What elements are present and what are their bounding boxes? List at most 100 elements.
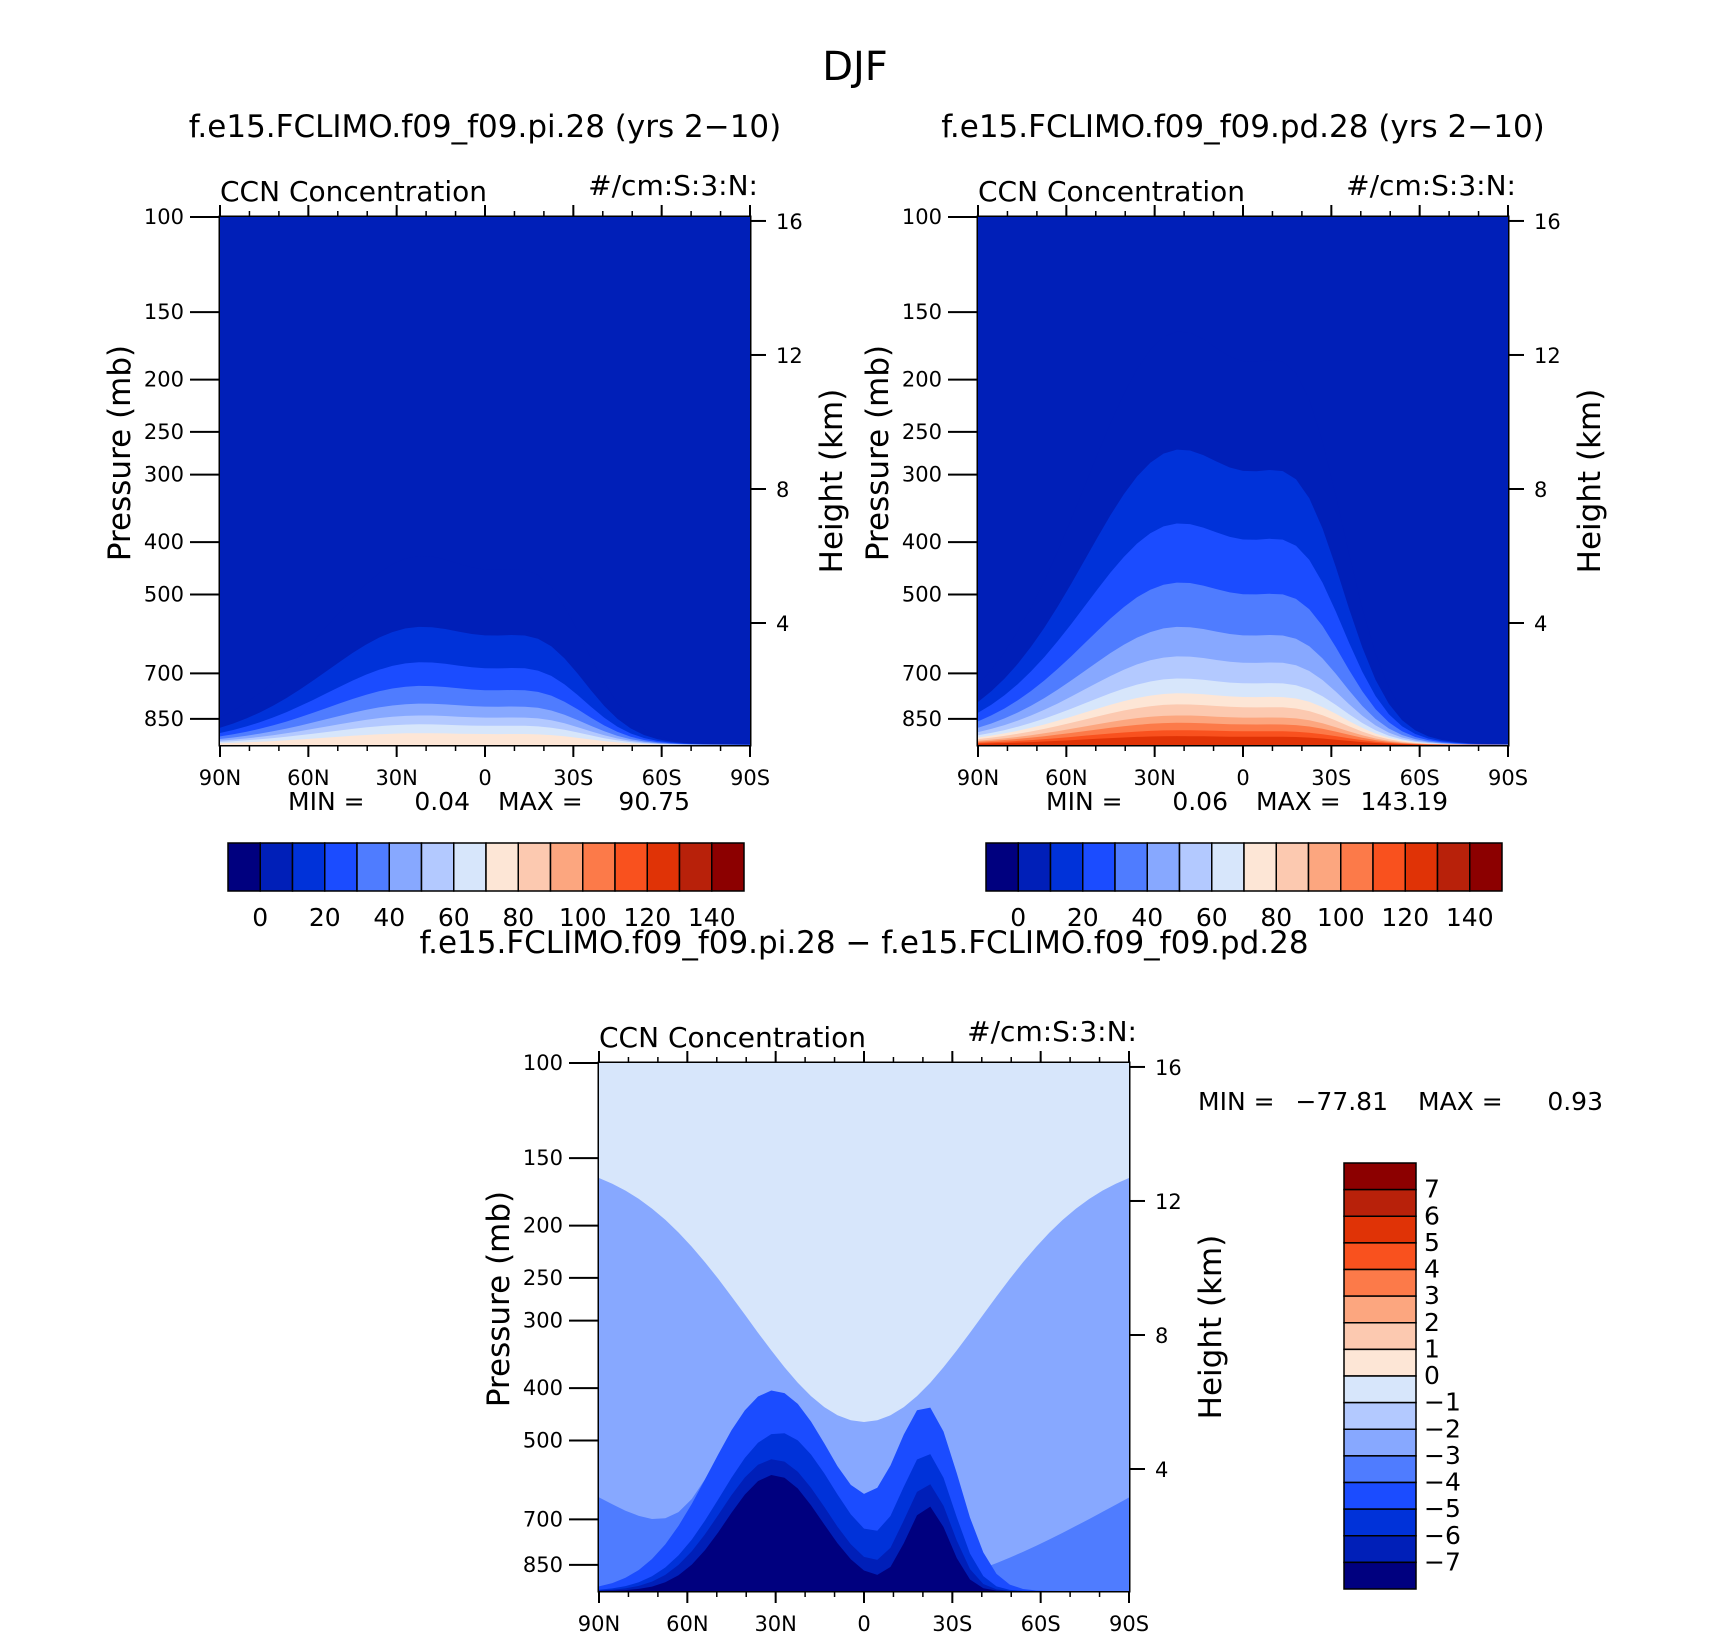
max-label: MAX = xyxy=(1418,1087,1503,1116)
colorbar-box xyxy=(1307,842,1342,892)
colorbar-box xyxy=(1114,842,1148,892)
x-tick-label: 90N xyxy=(199,766,241,790)
colorbar-label: 40 xyxy=(1131,903,1163,932)
panel-title: f.e15.FCLIMO.f09_f09.pi.28 (yrs 2−10) xyxy=(189,109,781,145)
colorbar-label: −1 xyxy=(1424,1388,1461,1417)
x-tick-label: 60S xyxy=(1021,1612,1061,1636)
colorbar-label: 60 xyxy=(1196,903,1228,932)
variable-label: CCN Concentration xyxy=(220,175,487,208)
y-right-tick-label: 4 xyxy=(776,612,789,636)
colorbar-box xyxy=(1343,1481,1417,1510)
colorbar-label: −5 xyxy=(1424,1494,1461,1523)
y-tick-label: 700 xyxy=(902,661,942,685)
colorbar-box xyxy=(1343,1242,1417,1271)
y-right-tick-label: 4 xyxy=(1534,612,1547,636)
colorbar-box xyxy=(1343,1215,1417,1244)
colorbar-box xyxy=(1343,1375,1417,1404)
min-value: 0.04 xyxy=(414,787,470,816)
y-tick-label: 150 xyxy=(144,300,184,324)
x-tick-label: 30S xyxy=(1311,766,1351,790)
x-tick-label: 60S xyxy=(642,766,682,790)
panel-title: f.e15.FCLIMO.f09_f09.pi.28 − f.e15.FCLIM… xyxy=(419,925,1308,961)
colorbar-box xyxy=(614,842,648,892)
colorbar-label: 100 xyxy=(1317,903,1365,932)
colorbar-box xyxy=(1211,842,1245,892)
y-tick-label: 700 xyxy=(523,1507,563,1531)
colorbar-box xyxy=(420,842,455,892)
colorbar-label: 1 xyxy=(1424,1334,1440,1363)
y-tick-label: 100 xyxy=(144,205,184,229)
colorbar-box xyxy=(1146,842,1181,892)
colorbar-box xyxy=(517,842,552,892)
colorbar-label: 0 xyxy=(1424,1361,1440,1390)
x-tick-label: 60N xyxy=(1045,766,1087,790)
x-tick-label: 30S xyxy=(932,1612,972,1636)
y-tick-label: 400 xyxy=(902,530,942,554)
colorbar-box xyxy=(678,842,713,892)
colorbar-label: 60 xyxy=(438,903,470,932)
min-label: MIN = xyxy=(288,787,365,816)
x-tick-label: 30N xyxy=(375,766,417,790)
colorbar-label: −2 xyxy=(1424,1414,1461,1443)
y-right-tick-label: 4 xyxy=(1155,1458,1168,1482)
y-tick-label: 300 xyxy=(523,1309,563,1333)
y-right-tick-label: 16 xyxy=(1155,1056,1182,1080)
y-right-tick-label: 8 xyxy=(1155,1324,1168,1348)
colorbar-box xyxy=(1343,1162,1417,1191)
x-tick-label: 0 xyxy=(857,1612,870,1636)
x-tick-label: 60N xyxy=(666,1612,708,1636)
colorbar-box xyxy=(1343,1401,1417,1430)
colorbar-box xyxy=(1343,1535,1417,1564)
colorbar-box xyxy=(485,842,519,892)
max-label: MAX = xyxy=(1256,787,1341,816)
colorbar-label: 100 xyxy=(559,903,607,932)
y-tick-label: 500 xyxy=(144,582,184,606)
y-axis-label: Pressure (mb) xyxy=(102,345,138,561)
x-tick-label: 30N xyxy=(754,1612,796,1636)
y-axis-right-label: Height (km) xyxy=(1193,1235,1229,1420)
max-value: 90.75 xyxy=(618,787,690,816)
y-tick-label: 500 xyxy=(902,582,942,606)
max-value: 0.93 xyxy=(1547,1087,1603,1116)
y-axis-right-label: Height (km) xyxy=(814,389,850,574)
colorbar-label: 80 xyxy=(1260,903,1292,932)
colorbar-box xyxy=(1343,1268,1417,1297)
y-tick-label: 700 xyxy=(144,661,184,685)
colorbar-box xyxy=(324,842,358,892)
y-tick-label: 100 xyxy=(523,1051,563,1075)
y-tick-label: 500 xyxy=(523,1428,563,1452)
y-tick-label: 250 xyxy=(144,420,184,444)
x-tick-label: 0 xyxy=(1236,766,1249,790)
colorbar-label: 3 xyxy=(1424,1281,1440,1310)
colorbar-label: −6 xyxy=(1424,1521,1461,1550)
colorbar-box xyxy=(1343,1508,1417,1537)
max-value: 143.19 xyxy=(1361,787,1448,816)
colorbar-box xyxy=(711,842,745,892)
colorbar-box xyxy=(582,842,616,892)
colorbar-box xyxy=(1404,842,1439,892)
x-tick-label: 90N xyxy=(957,766,999,790)
min-value: −77.81 xyxy=(1295,1087,1388,1116)
colorbar-box xyxy=(453,842,487,892)
y-right-tick-label: 12 xyxy=(1534,344,1561,368)
colorbar-box xyxy=(1343,1561,1417,1590)
y-tick-label: 850 xyxy=(523,1553,563,1577)
colorbar-box xyxy=(259,842,294,892)
variable-label: CCN Concentration xyxy=(978,175,1245,208)
y-tick-label: 200 xyxy=(902,368,942,392)
colorbar: 0 20 40 60 80 100 120 140 xyxy=(227,842,745,932)
contour-band-13 xyxy=(978,736,1508,745)
colorbar-label: 4 xyxy=(1424,1255,1440,1284)
colorbar-box xyxy=(1243,842,1277,892)
colorbar: 0 20 40 60 80 100 120 140 xyxy=(985,842,1503,932)
colorbar-box xyxy=(1436,842,1471,892)
colorbar-box xyxy=(1343,1455,1417,1484)
x-tick-label: 90S xyxy=(730,766,770,790)
colorbar-label: 7 xyxy=(1424,1175,1440,1204)
colorbar-box xyxy=(1343,1348,1417,1377)
max-label: MAX = xyxy=(498,787,583,816)
panel-title: f.e15.FCLIMO.f09_f09.pd.28 (yrs 2−10) xyxy=(941,109,1545,145)
colorbar-box xyxy=(388,842,423,892)
